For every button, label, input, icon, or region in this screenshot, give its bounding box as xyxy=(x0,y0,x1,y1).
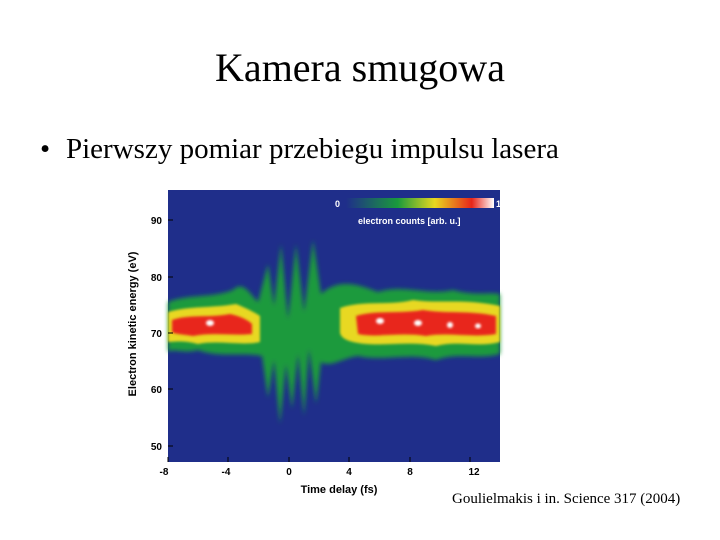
y-tick-label: 90 xyxy=(151,216,163,227)
slide-title: Kamera smugowa xyxy=(215,45,505,90)
x-tick-label: 12 xyxy=(468,467,480,478)
streak-plot: 0 1 electron counts [arb. u.] 90 80 70 6… xyxy=(127,190,501,496)
y-tick-label: 70 xyxy=(151,329,163,340)
colorbar-label: electron counts [arb. u.] xyxy=(358,216,461,226)
bullet-item: • Pierwszy pomiar przebiegu impulsu laser… xyxy=(40,133,559,166)
x-tick-label: -4 xyxy=(222,467,231,478)
x-tick-label: 8 xyxy=(407,467,413,478)
x-tick-label: 4 xyxy=(346,467,352,478)
x-tick-label: 0 xyxy=(286,467,292,478)
y-axis: 90 80 70 60 50 Electron kinetic energy (… xyxy=(127,216,173,453)
colorbar: 0 1 electron counts [arb. u.] xyxy=(335,198,501,226)
streak-camera-figure: 0 1 electron counts [arb. u.] 90 80 70 6… xyxy=(118,184,510,500)
bullet-symbol: • xyxy=(40,133,51,165)
y-axis-label: Electron kinetic energy (eV) xyxy=(127,251,139,396)
y-tick-label: 80 xyxy=(151,273,163,284)
streak-signal xyxy=(168,240,500,424)
colorbar-max-label: 1 xyxy=(496,199,501,209)
y-tick-label: 50 xyxy=(151,442,163,453)
x-axis: -8 -4 0 4 8 12 Time delay (fs) xyxy=(160,457,480,496)
bullet-text: Pierwszy pomiar przebiegu impulsu lasera xyxy=(66,133,559,165)
x-tick-label: -8 xyxy=(160,467,169,478)
y-tick-label: 60 xyxy=(151,385,163,396)
colorbar-min-label: 0 xyxy=(335,199,340,209)
citation: Goulielmakis i in. Science 317 (2004) xyxy=(452,491,681,507)
x-axis-label: Time delay (fs) xyxy=(301,484,378,496)
